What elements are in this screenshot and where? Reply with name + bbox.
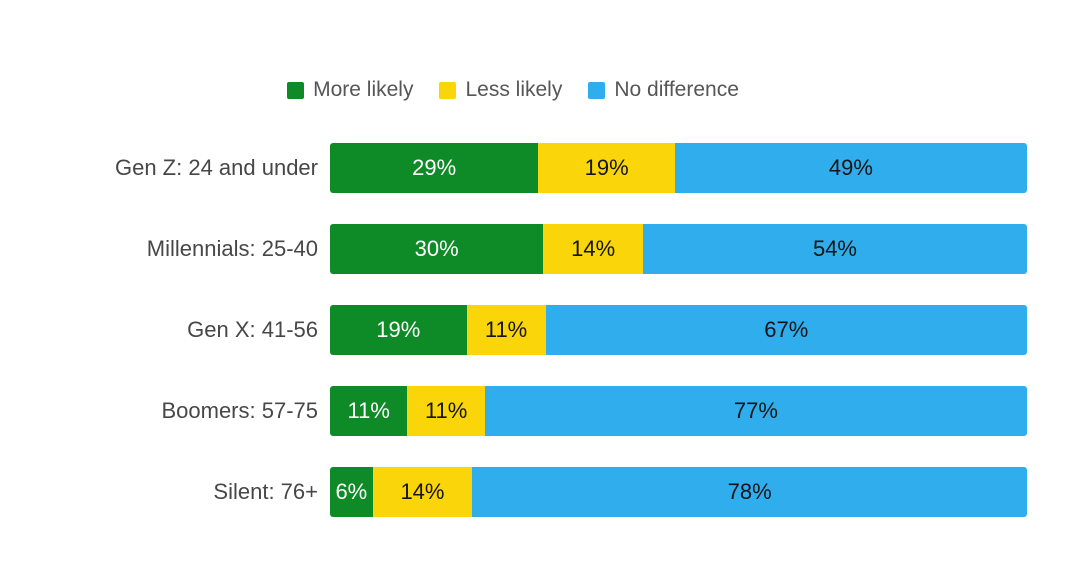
- bar-segment-no-difference: 49%: [674, 143, 1027, 193]
- value-label: 11%: [347, 398, 390, 423]
- bar-segment-less-likely: 11%: [407, 386, 485, 436]
- stacked-bar: 11% 11% 77%: [330, 386, 1027, 436]
- chart-row: Millennials: 25-40 30% 14% 54%: [0, 224, 1027, 274]
- stacked-bar-chart: Gen Z: 24 and under 29% 19% 49% Millennials:…: [0, 143, 1027, 517]
- value-label: 6%: [335, 479, 368, 504]
- stacked-bar: 29% 19% 49%: [330, 143, 1027, 193]
- chart-row: Boomers: 57-75 11% 11% 77%: [0, 386, 1027, 436]
- stacked-bar: 30% 14% 54%: [330, 224, 1027, 274]
- value-label: 54%: [812, 236, 857, 261]
- value-label: 77%: [733, 398, 778, 423]
- bar-segment-more-likely: 6%: [330, 467, 373, 517]
- bar-segment-more-likely: 11%: [330, 386, 408, 436]
- chart-row: Gen X: 41-56 19% 11% 67%: [0, 305, 1027, 355]
- legend-item-no-difference: No difference: [588, 78, 739, 102]
- legend-swatch-icon: [287, 81, 305, 99]
- legend-swatch-icon: [588, 81, 606, 99]
- bar-segment-less-likely: 14%: [543, 224, 643, 274]
- category-label: Gen X: 41-56: [187, 317, 318, 342]
- bar-segment-more-likely: 19%: [330, 305, 467, 355]
- bar-segment-no-difference: 67%: [545, 305, 1027, 355]
- value-label: 14%: [571, 236, 616, 261]
- legend-swatch-icon: [439, 81, 457, 99]
- legend-label: Less likely: [465, 78, 563, 101]
- bar-segment-less-likely: 19%: [538, 143, 675, 193]
- chart-row: Silent: 76+ 6% 14% 78%: [0, 467, 1027, 517]
- legend-label: More likely: [313, 78, 414, 101]
- bar-segment-less-likely: 11%: [466, 305, 546, 355]
- value-label: 19%: [584, 155, 629, 180]
- value-label: 14%: [400, 479, 445, 504]
- legend-item-less-likely: Less likely: [439, 78, 562, 102]
- bar-segment-no-difference: 54%: [642, 224, 1027, 274]
- category-label: Gen Z: 24 and under: [114, 155, 318, 180]
- chart-row: Gen Z: 24 and under 29% 19% 49%: [0, 143, 1027, 193]
- category-label: Boomers: 57-75: [161, 398, 318, 423]
- category-label: Silent: 76+: [213, 479, 318, 504]
- value-label: 11%: [424, 398, 468, 423]
- bar-segment-less-likely: 14%: [372, 467, 473, 517]
- value-label: 19%: [376, 317, 421, 342]
- value-label: 11%: [484, 317, 528, 342]
- category-label: Millennials: 25-40: [146, 236, 318, 261]
- bar-segment-more-likely: 29%: [330, 143, 539, 193]
- value-label: 78%: [727, 479, 772, 504]
- value-label: 30%: [414, 236, 459, 261]
- value-label: 29%: [412, 155, 457, 180]
- bar-segment-no-difference: 78%: [472, 467, 1027, 517]
- chart-legend: More likely Less likely No difference: [0, 78, 1026, 102]
- stacked-bar: 19% 11% 67%: [330, 305, 1027, 355]
- value-label: 67%: [764, 317, 809, 342]
- legend-label: No difference: [614, 78, 739, 101]
- bar-segment-more-likely: 30%: [330, 224, 544, 274]
- legend-item-more-likely: More likely: [287, 78, 413, 102]
- stacked-bar: 6% 14% 78%: [330, 467, 1027, 517]
- bar-segment-no-difference: 77%: [484, 386, 1027, 436]
- value-label: 49%: [828, 155, 873, 180]
